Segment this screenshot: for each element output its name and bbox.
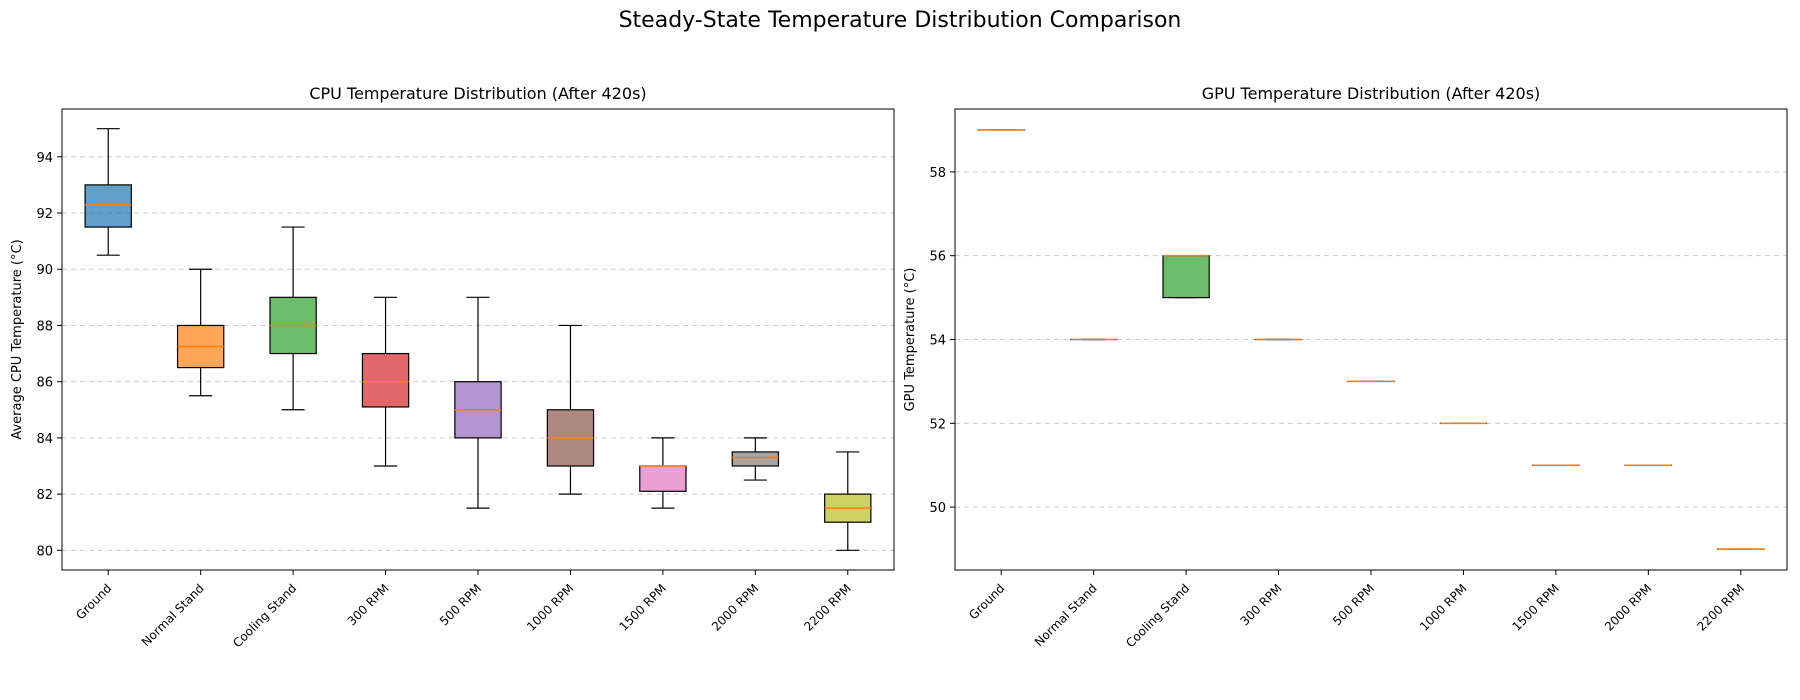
cpu-xtick-label: Cooling Stand xyxy=(230,581,299,650)
cpu-y-axis-label: Average CPU Temperature (°C) xyxy=(10,239,25,439)
cpu-ytick-label: 82 xyxy=(36,488,53,503)
gpu-xtick-label: Cooling Stand xyxy=(1123,581,1192,650)
cpu-box-normal-stand xyxy=(176,268,225,397)
gpu-xtick-label: 1500 RPM xyxy=(1509,581,1562,634)
cpu-xtick-label: 2200 RPM xyxy=(801,581,854,634)
gpu-xtick-label: 500 RPM xyxy=(1330,581,1377,628)
cpu-xtick-label: 2000 RPM xyxy=(709,581,762,634)
gpu-xtick-label: 2200 RPM xyxy=(1694,581,1747,634)
cpu-ytick-label: 86 xyxy=(36,376,53,391)
gpu-panel: 50 52 54 56 58 Ground Normal Stand Cooling Stan… xyxy=(903,84,1788,650)
cpu-ytick-label: 90 xyxy=(36,263,53,278)
cpu-ytick-label: 80 xyxy=(36,544,53,559)
gpu-ytick-label: 54 xyxy=(929,334,946,349)
gpu-xtick-label: 1000 RPM xyxy=(1417,581,1470,634)
cpu-xtick-label: 500 RPM xyxy=(437,581,484,628)
cpu-chart-title: CPU Temperature Distribution (After 420s… xyxy=(309,84,646,103)
figure-title: Steady-State Temperature Distribution Co… xyxy=(618,8,1182,33)
cpu-box-1500-rpm xyxy=(639,437,687,509)
cpu-xtick-label: 300 RPM xyxy=(345,581,392,628)
cpu-box-2200-rpm xyxy=(824,451,872,551)
cpu-box-cooling-stand xyxy=(269,226,317,411)
gpu-ytick-label: 52 xyxy=(929,417,946,432)
cpu-ytick-label: 92 xyxy=(36,207,53,222)
gpu-ytick-label: 50 xyxy=(929,501,946,516)
box-iqr xyxy=(639,465,687,492)
gpu-xtick-label: 2000 RPM xyxy=(1602,581,1655,634)
cpu-xtick-label: Ground xyxy=(73,581,114,622)
gpu-box-cooling-stand xyxy=(1162,254,1210,299)
cpu-xtick-label: 1000 RPM xyxy=(524,581,577,634)
gpu-xtick-label: 300 RPM xyxy=(1238,581,1285,628)
gpu-ytick-label: 56 xyxy=(929,250,946,265)
cpu-xtick-label: 1500 RPM xyxy=(616,581,669,634)
cpu-ytick-label: 94 xyxy=(36,151,53,166)
gpu-xtick-label: Normal Stand xyxy=(1032,581,1100,649)
cpu-box-300-rpm xyxy=(361,296,410,467)
box-iqr xyxy=(731,451,780,467)
cpu-box-1000-rpm xyxy=(546,324,595,495)
box-iqr xyxy=(1162,255,1210,299)
box-iqr xyxy=(361,352,410,408)
cpu-box-2000-rpm xyxy=(731,437,780,481)
box-iqr xyxy=(84,184,132,228)
cpu-xtick-label: Normal Stand xyxy=(139,581,207,649)
gpu-y-axis-label: GPU Temperature (°C) xyxy=(903,268,918,412)
gpu-ytick-label: 58 xyxy=(929,166,946,181)
cpu-ytick-label: 84 xyxy=(36,432,53,447)
gpu-chart-title: GPU Temperature Distribution (After 420s… xyxy=(1202,84,1541,103)
cpu-panel: 80 82 84 86 88 90 92 94 Ground Normal Stand Coolin… xyxy=(10,84,895,650)
cpu-box-500-rpm xyxy=(454,296,502,509)
gpu-xtick-label: Ground xyxy=(966,581,1007,622)
cpu-box-ground xyxy=(84,128,132,256)
cpu-ytick-label: 88 xyxy=(36,319,53,334)
